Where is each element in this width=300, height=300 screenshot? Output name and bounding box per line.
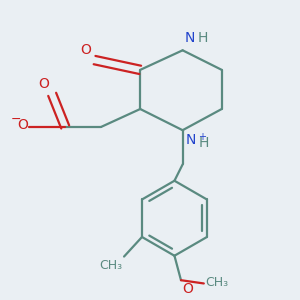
Text: O: O (80, 43, 91, 57)
Text: N: N (184, 32, 195, 45)
Text: N: N (186, 134, 196, 148)
Text: O: O (38, 77, 49, 91)
Text: O: O (17, 118, 28, 132)
Text: +: + (198, 132, 206, 142)
Text: CH₃: CH₃ (206, 276, 229, 289)
Text: CH₃: CH₃ (99, 259, 122, 272)
Text: −: − (11, 113, 21, 126)
Text: H: H (198, 136, 208, 150)
Text: H: H (197, 32, 208, 45)
Text: O: O (183, 282, 194, 296)
